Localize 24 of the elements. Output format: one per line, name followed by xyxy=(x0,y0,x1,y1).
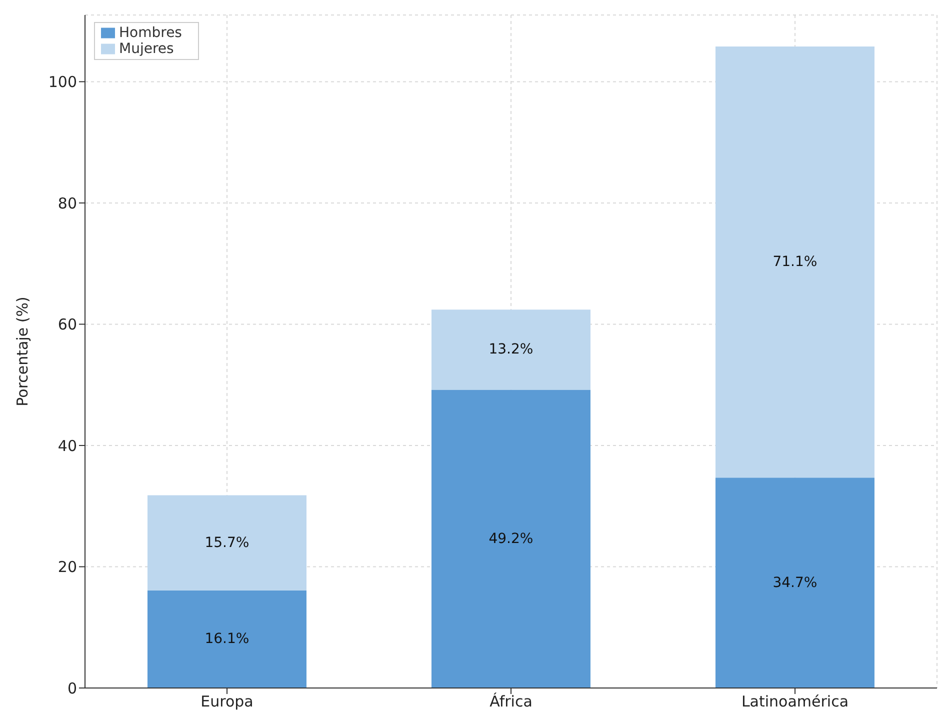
data-label: 49.2% xyxy=(488,530,534,547)
y-tick-label: 20 xyxy=(58,558,77,576)
data-label: 13.2% xyxy=(488,342,534,358)
bar xyxy=(431,390,590,688)
bar xyxy=(147,495,306,590)
data-label: 71.1% xyxy=(772,254,818,270)
y-tick-label: 80 xyxy=(58,194,77,212)
data-label: 34.7% xyxy=(772,574,818,591)
y-tick-label: 100 xyxy=(48,73,77,92)
y-tick-label: 0 xyxy=(67,679,77,698)
legend-label: Mujeres xyxy=(119,41,174,57)
data-label: 16.1% xyxy=(204,631,250,648)
x-tick-label: Europa xyxy=(200,692,254,711)
bar xyxy=(715,478,874,688)
x-tick-label: África xyxy=(490,692,532,711)
y-axis-title: Porcentaje (%) xyxy=(13,296,32,406)
data-label: 15.7% xyxy=(204,534,250,551)
bar xyxy=(715,46,874,478)
bar xyxy=(431,310,590,390)
x-tick-label: Latinoamérica xyxy=(741,692,849,711)
y-tick-label: 60 xyxy=(58,316,77,334)
y-tick-label: 40 xyxy=(58,436,77,455)
legend-label: Hombres xyxy=(119,25,182,41)
bar xyxy=(147,590,306,688)
